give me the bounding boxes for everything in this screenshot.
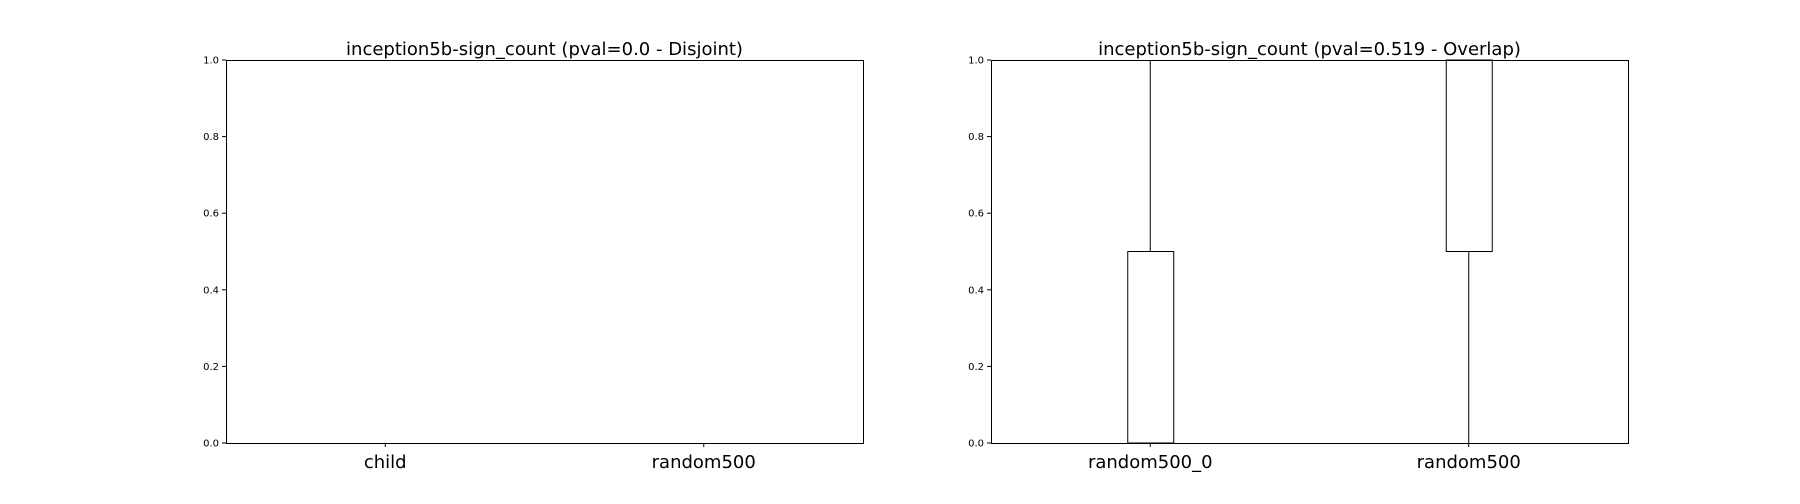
y-tick-label: 0.6 bbox=[968, 209, 984, 220]
box bbox=[1445, 59, 1493, 252]
x-tick-label: child bbox=[364, 452, 407, 473]
y-tick-label: 0.6 bbox=[203, 209, 219, 220]
plot-area-frame bbox=[226, 60, 864, 444]
x-tick-label: random500 bbox=[652, 452, 756, 473]
chart-title: inception5b-sign_count (pval=0.519 - Ove… bbox=[1098, 39, 1521, 60]
y-axis: 0.0 0.2 0.4 0.6 0.8 1.0 bbox=[968, 56, 991, 450]
x-axis: random500_0 random500 bbox=[1088, 443, 1521, 473]
y-tick-label: 0.8 bbox=[968, 132, 984, 143]
x-tick-label: random500_0 bbox=[1088, 452, 1213, 473]
box bbox=[1127, 251, 1175, 444]
y-tick-label: 0.2 bbox=[968, 362, 984, 373]
chart-panel-right: inception5b-sign_count (pval=0.519 - Ove… bbox=[968, 39, 1629, 473]
x-tick-label: random500 bbox=[1417, 452, 1521, 473]
y-axis: 0.0 0.2 0.4 0.6 0.8 1.0 bbox=[203, 56, 226, 450]
y-tick-label: 0.0 bbox=[203, 439, 219, 450]
y-tick-label: 0.4 bbox=[203, 285, 219, 296]
y-tick-label: 0.0 bbox=[968, 439, 984, 450]
y-tick-label: 1.0 bbox=[968, 56, 984, 67]
x-axis: child random500 bbox=[364, 443, 756, 473]
y-tick-label: 0.2 bbox=[203, 362, 219, 373]
y-tick-label: 0.4 bbox=[968, 285, 984, 296]
y-tick-label: 0.8 bbox=[203, 132, 219, 143]
chart-title: inception5b-sign_count (pval=0.0 - Disjo… bbox=[346, 39, 743, 60]
box-plot-marks bbox=[1127, 59, 1493, 444]
chart-panel-left: inception5b-sign_count (pval=0.0 - Disjo… bbox=[203, 39, 864, 473]
plot-area-frame bbox=[991, 60, 1629, 444]
y-tick-label: 1.0 bbox=[203, 56, 219, 67]
